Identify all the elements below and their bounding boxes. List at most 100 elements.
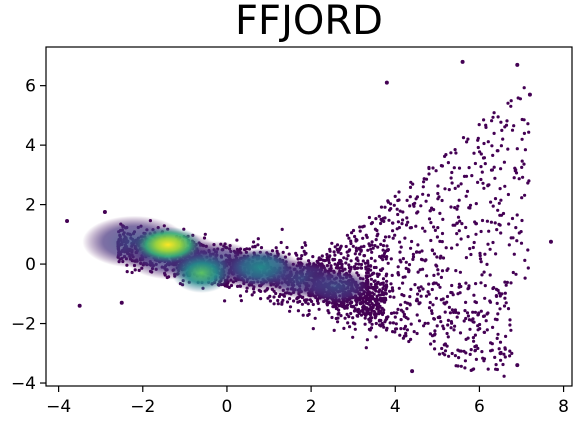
scatter-point (445, 294, 450, 299)
scatter-point (407, 263, 412, 267)
scatter-point (357, 262, 361, 266)
scatter-point (438, 211, 442, 215)
scatter-point (469, 252, 473, 257)
scatter-point (527, 130, 531, 134)
scatter-point (325, 258, 329, 262)
scatter-point (375, 234, 379, 238)
scatter-point (381, 277, 386, 281)
scatter-point (411, 257, 415, 261)
scatter-point (288, 305, 293, 309)
scatter-point (397, 198, 401, 202)
scatter-point (504, 283, 508, 287)
scatter-point (353, 252, 357, 256)
scatter-point (454, 151, 458, 155)
scatter-point (419, 204, 423, 208)
scatter-point (427, 292, 431, 296)
scatter-point (434, 169, 438, 173)
scatter-point (444, 153, 448, 157)
scatter-point (373, 282, 378, 286)
scatter-point (401, 257, 405, 261)
scatter-point (457, 198, 461, 202)
scatter-point (416, 292, 420, 296)
density-peak (171, 253, 232, 293)
scatter-point (223, 299, 227, 303)
scatter-point (399, 245, 403, 249)
scatter-point (454, 269, 458, 273)
scatter-point (473, 349, 477, 353)
scatter-point (313, 316, 317, 320)
scatter-point (515, 147, 519, 151)
scatter-point (484, 319, 488, 323)
scatter-point (462, 174, 467, 178)
scatter-point (354, 246, 358, 250)
scatter-point (414, 224, 418, 228)
scatter-point (356, 266, 360, 270)
scatter-point (401, 218, 405, 222)
scatter-point (435, 255, 439, 259)
scatter-point (480, 350, 484, 354)
scatter-point (434, 296, 438, 300)
scatter-point (474, 344, 478, 348)
scatter-point (363, 316, 367, 320)
scatter-point (498, 340, 503, 344)
scatter-point (368, 320, 372, 324)
scatter-point (351, 228, 356, 233)
scatter-point (369, 264, 373, 268)
scatter-point (484, 123, 488, 127)
scatter-point (455, 207, 459, 211)
scatter-point (276, 302, 280, 306)
scatter-point (516, 96, 520, 100)
scatter-point (454, 310, 458, 314)
scatter-point (499, 358, 503, 362)
scatter-point (393, 233, 397, 237)
outlier-point (515, 363, 520, 368)
scatter-point (238, 294, 243, 298)
y-tick-label: −2 (11, 315, 36, 335)
scatter-point (456, 311, 461, 315)
x-tick-label: 6 (474, 397, 485, 417)
scatter-point (335, 306, 339, 310)
scatter-point (474, 202, 478, 206)
scatter-point (393, 315, 397, 319)
scatter-point (479, 177, 483, 182)
scatter-point (368, 274, 372, 278)
scatter-point (508, 349, 512, 353)
scatter-point (355, 314, 359, 318)
scatter-point (288, 309, 292, 313)
scatter-point (333, 262, 337, 266)
scatter-point (427, 217, 432, 221)
scatter-point (438, 256, 442, 260)
scatter-point (408, 204, 412, 208)
scatter-point (526, 122, 530, 126)
scatter-point (522, 86, 526, 90)
scatter-point (474, 357, 478, 361)
scatter-point (374, 321, 378, 326)
scatter-point (423, 229, 427, 233)
scatter-point (391, 321, 395, 325)
scatter-point (449, 205, 453, 209)
scatter-point (443, 349, 448, 353)
scatter-point (347, 236, 351, 240)
scatter-point (399, 303, 403, 307)
scatter-point (390, 286, 394, 290)
scatter-point (339, 244, 343, 248)
scatter-point (426, 193, 430, 197)
scatter-point (380, 321, 384, 326)
scatter-point (357, 246, 361, 250)
scatter-point (488, 273, 492, 277)
scatter-point (440, 269, 445, 273)
scatter-point (374, 312, 378, 316)
scatter-point (410, 239, 414, 244)
scatter-point (481, 181, 485, 185)
scatter-point (317, 307, 321, 311)
scatter-point (431, 303, 435, 307)
scatter-point (477, 311, 481, 315)
scatter-point (381, 216, 386, 220)
scatter-point (485, 328, 489, 332)
scatter-point (483, 252, 487, 256)
scatter-point (443, 302, 447, 306)
scatter-point (493, 355, 497, 359)
scatter-point (377, 302, 381, 306)
scatter-point (430, 248, 435, 253)
scatter-point (351, 335, 355, 339)
